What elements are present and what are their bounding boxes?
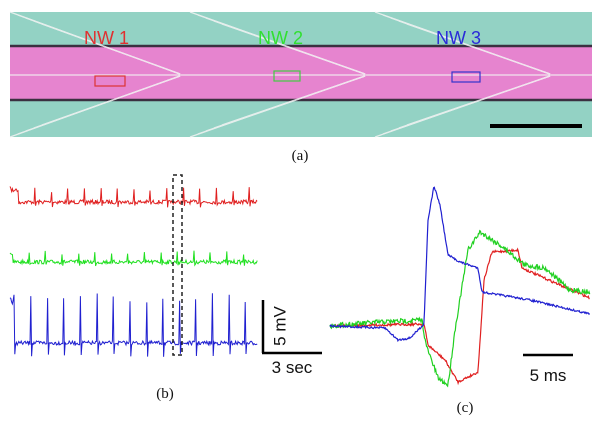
nw-box [273, 70, 301, 82]
trace-group [9, 186, 258, 357]
trace [329, 247, 590, 386]
lead [41, 23, 181, 75]
panel-label: (b) [156, 386, 174, 402]
lead [221, 23, 366, 75]
trace [329, 186, 591, 343]
scale-label: 5 ms [530, 366, 567, 385]
nw-box [94, 75, 126, 87]
scale-bar [490, 124, 582, 128]
panel-label: (a) [292, 148, 309, 164]
trace-group [329, 186, 591, 388]
lead [406, 23, 551, 75]
nw-label: NW 3 [436, 28, 481, 48]
lead [406, 75, 551, 126]
scale-label: 5 mV [270, 306, 289, 346]
nw-box [451, 71, 481, 83]
lead [41, 75, 181, 126]
selection-box [172, 174, 183, 356]
trace [329, 229, 591, 388]
lead [221, 75, 366, 126]
trace [9, 293, 258, 357]
leads [9, 11, 592, 138]
panel-label: (c) [457, 400, 474, 416]
nw-label: NW 2 [258, 28, 303, 48]
trace [9, 250, 258, 267]
nw-label: NW 1 [84, 28, 129, 48]
micrograph: NW 1 NW 2 NW 3 [9, 11, 592, 138]
scale-label: 3 sec [272, 358, 313, 377]
trace [9, 186, 258, 208]
